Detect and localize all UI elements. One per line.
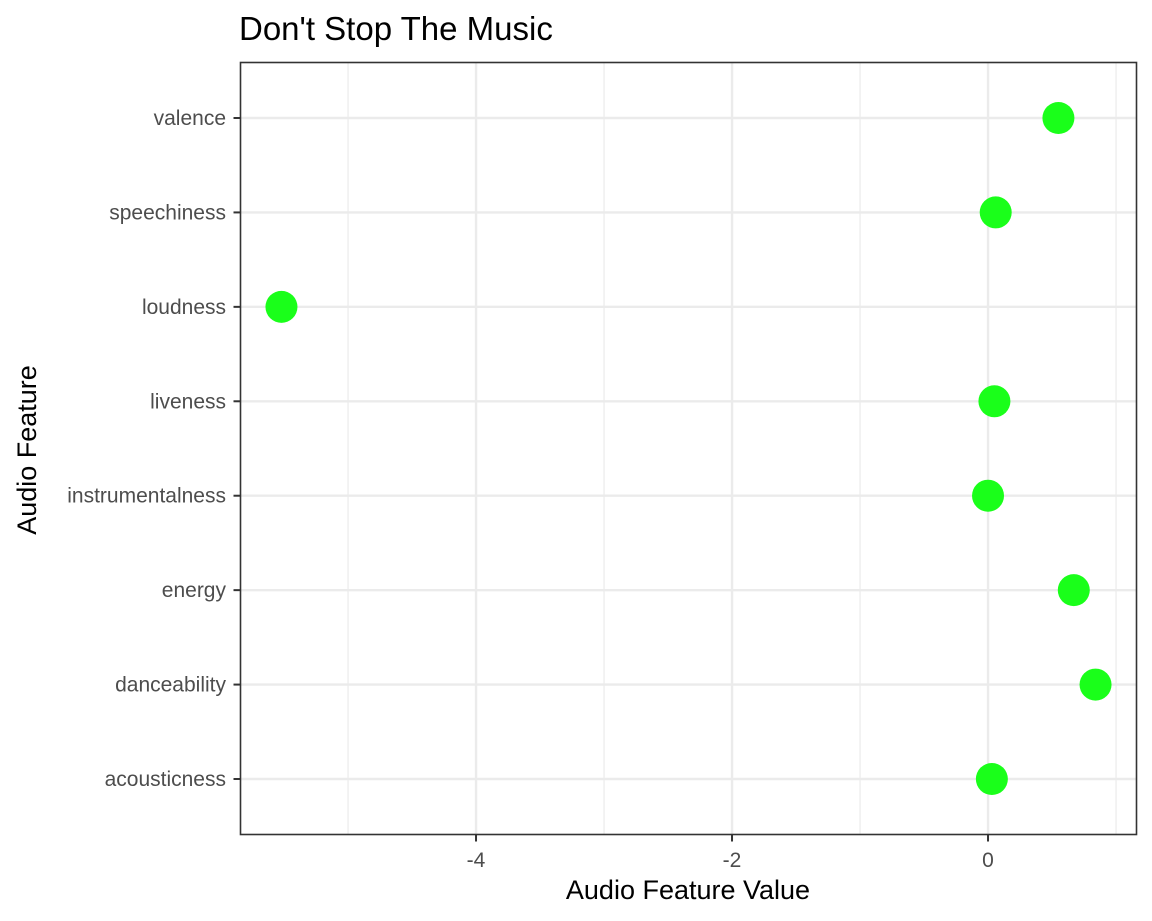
y-tick-label: danceability (115, 674, 226, 697)
data-points (265, 102, 1112, 795)
plot-panel-border (239, 61, 1138, 836)
y-axis-title: Audio Feature (12, 365, 42, 535)
data-point-acousticness (975, 763, 1008, 795)
y-tick-label: loudness (142, 296, 226, 319)
data-point-loudness (265, 290, 298, 323)
axis-ticks (233, 117, 990, 842)
x-axis-title: Audio Feature Value (566, 875, 810, 905)
data-point-valence (1042, 102, 1075, 134)
data-point-speechiness (979, 196, 1012, 229)
y-tick-label: valence (154, 107, 226, 130)
x-tick-label: -2 (723, 849, 742, 872)
data-point-energy (1057, 574, 1090, 607)
data-point-liveness (978, 385, 1011, 418)
x-tick-label: 0 (982, 849, 994, 872)
y-tick-label: acousticness (105, 768, 226, 791)
data-point-instrumentalness (972, 479, 1005, 512)
x-tick-label: -4 (467, 849, 486, 872)
y-tick-label: speechiness (109, 201, 226, 224)
y-tick-label: energy (162, 579, 227, 602)
y-tick-label: liveness (150, 390, 226, 413)
y-tick-label: instrumentalness (67, 485, 226, 508)
data-point-danceability (1079, 668, 1112, 701)
tick-labels: -4 -2 0 acousticness danceability energy instr… (67, 107, 994, 872)
chart-title: Don't Stop The Music (239, 10, 553, 47)
grid-lines (240, 62, 1137, 835)
